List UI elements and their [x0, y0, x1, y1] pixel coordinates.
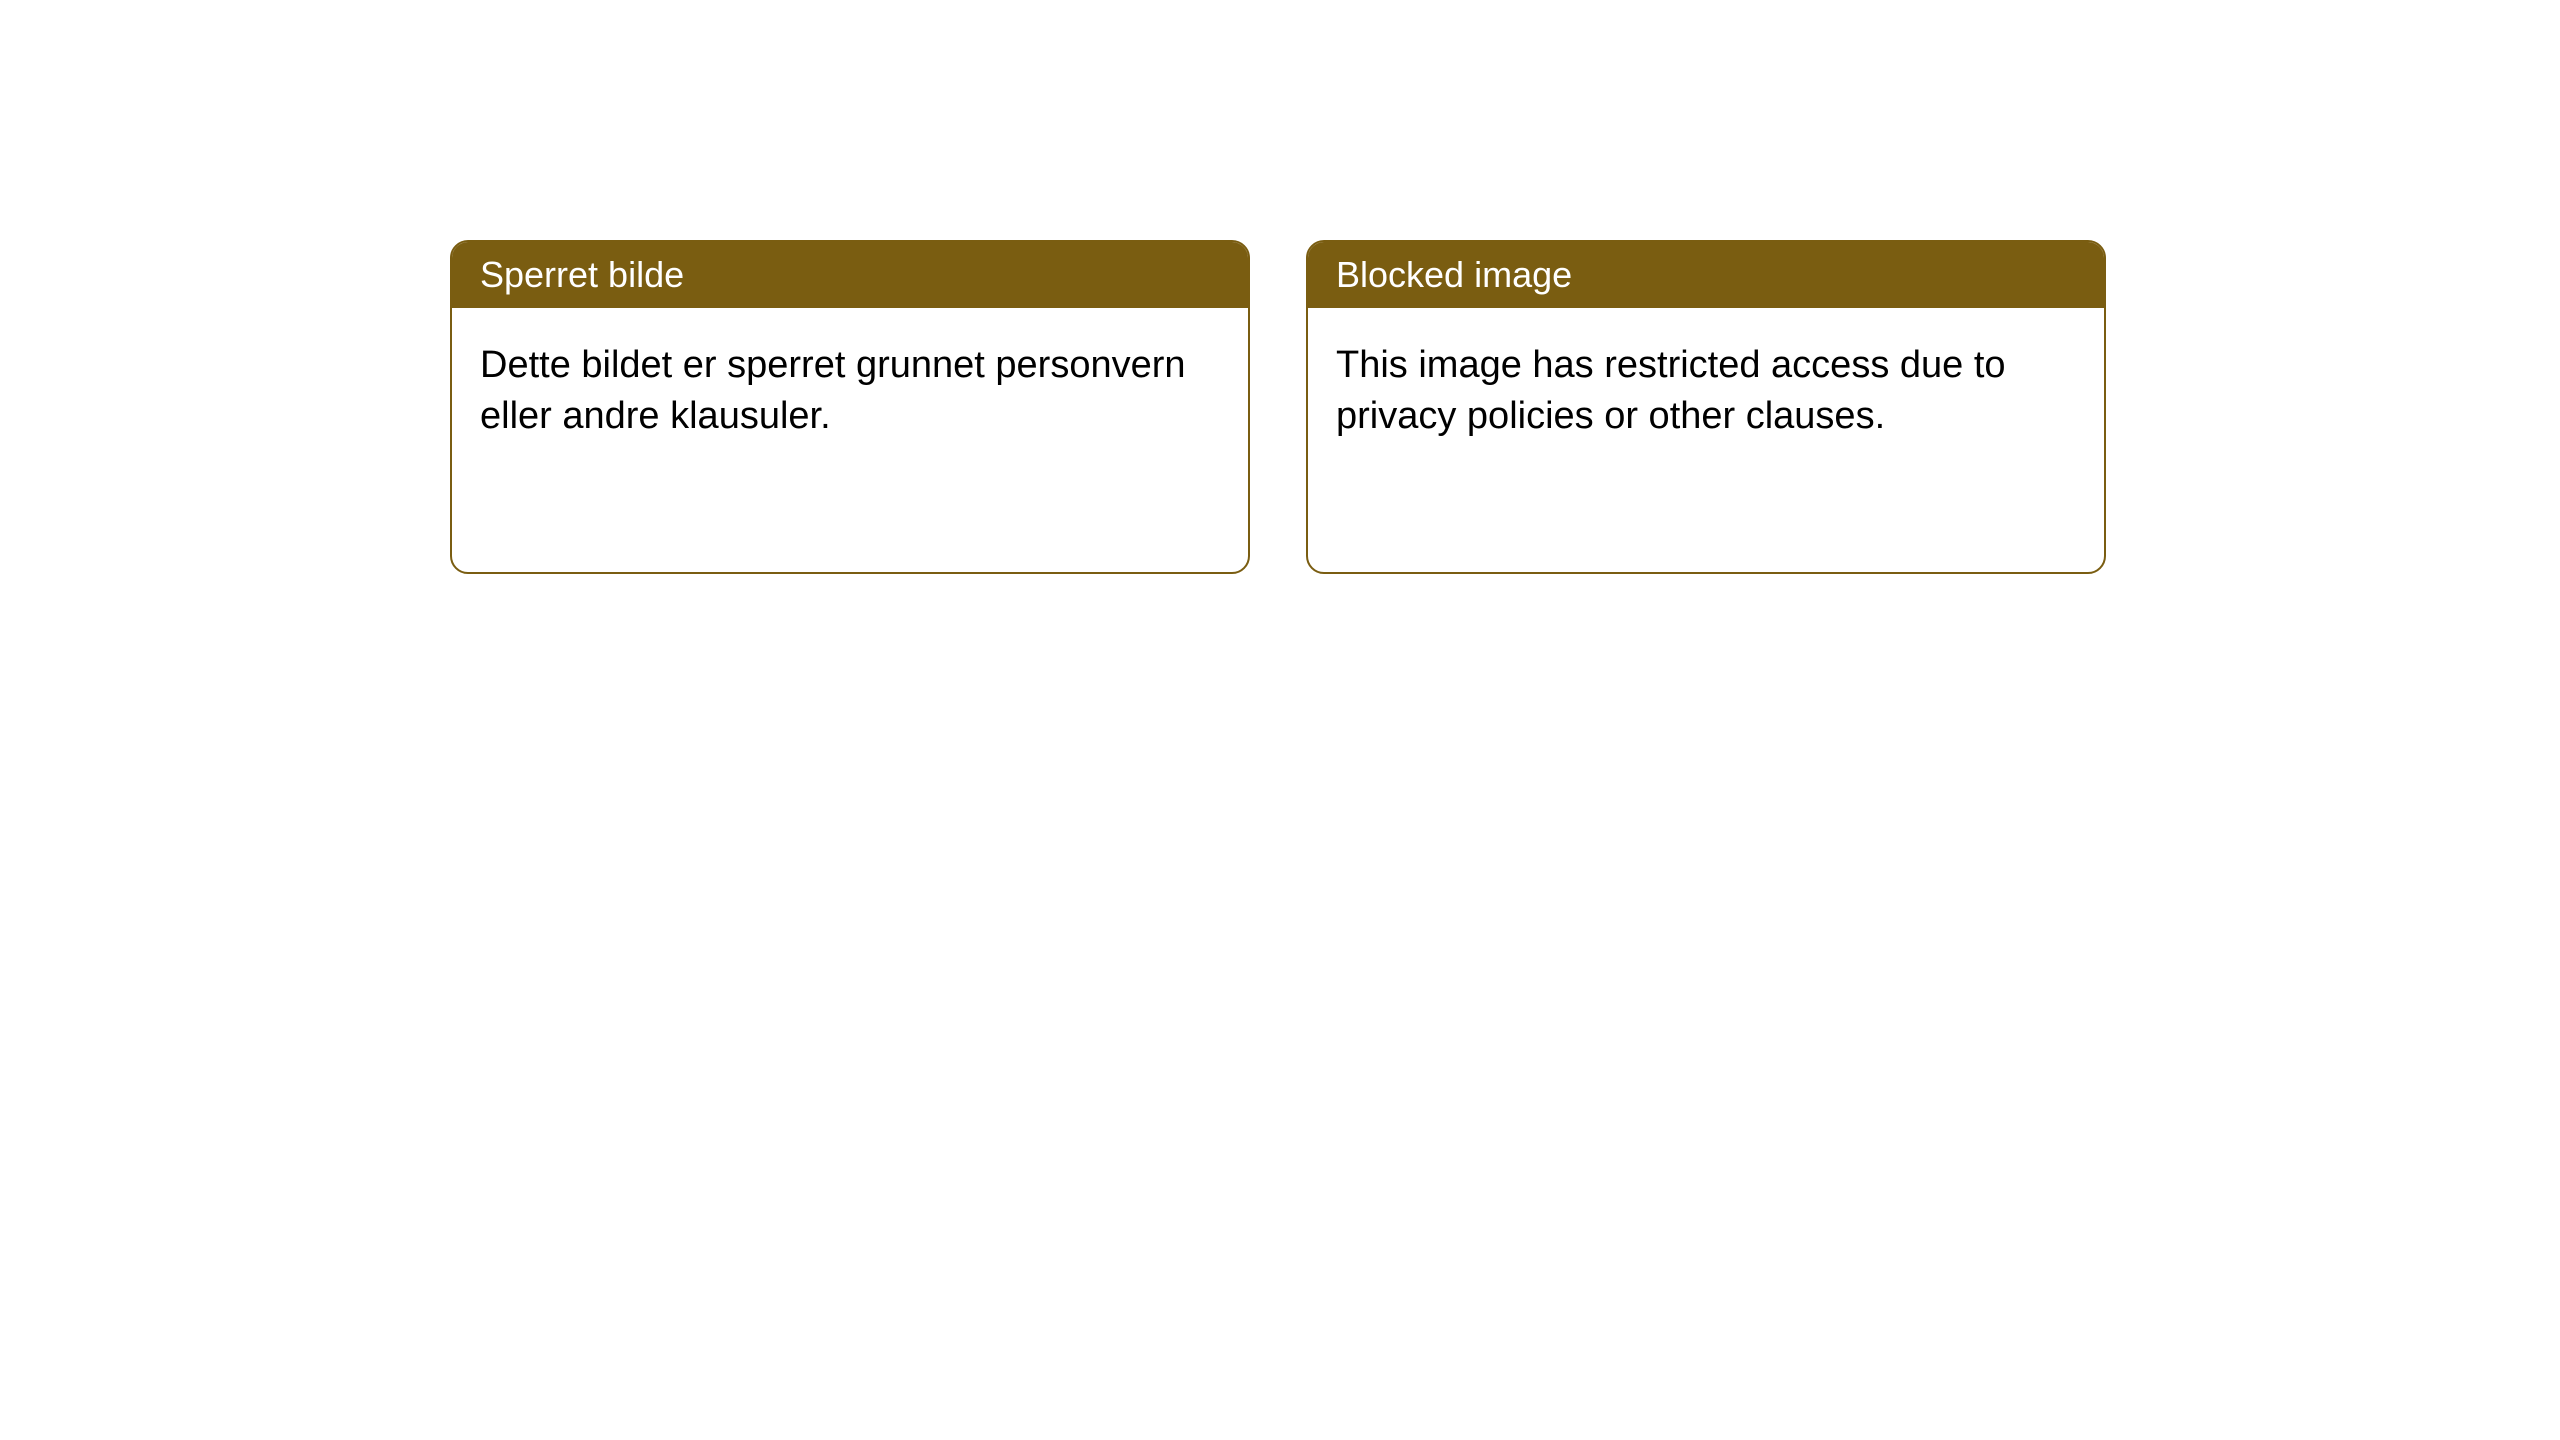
card-body-text: This image has restricted access due to …	[1336, 344, 2006, 437]
notice-container: Sperret bilde Dette bildet er sperret gr…	[0, 0, 2560, 574]
card-body: Dette bildet er sperret grunnet personve…	[452, 308, 1248, 475]
card-body: This image has restricted access due to …	[1308, 308, 2104, 475]
card-header: Blocked image	[1308, 242, 2104, 308]
notice-card-norwegian: Sperret bilde Dette bildet er sperret gr…	[450, 240, 1250, 574]
card-header: Sperret bilde	[452, 242, 1248, 308]
card-title: Blocked image	[1336, 254, 1572, 295]
card-title: Sperret bilde	[480, 254, 684, 295]
notice-card-english: Blocked image This image has restricted …	[1306, 240, 2106, 574]
card-body-text: Dette bildet er sperret grunnet personve…	[480, 344, 1186, 437]
